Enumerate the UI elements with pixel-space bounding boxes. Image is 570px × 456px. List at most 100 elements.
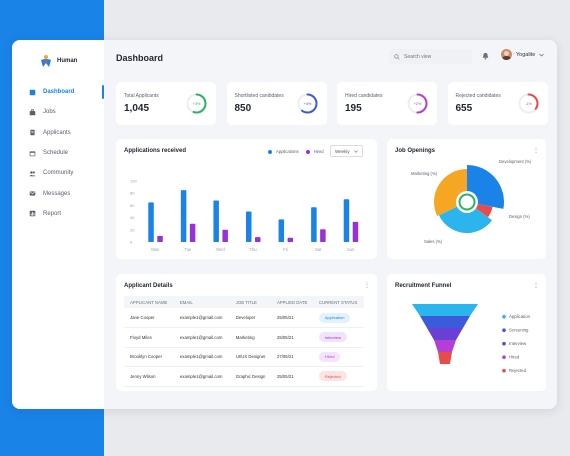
y-tick-label: 80 xyxy=(130,191,135,196)
status-badge[interactable]: Application xyxy=(318,312,351,323)
column-header[interactable]: APPLIED DATE xyxy=(270,296,313,308)
donut-slice xyxy=(467,165,504,209)
status-badge[interactable]: Interview xyxy=(318,332,347,343)
funnel-legend-label: Hired xyxy=(509,355,520,360)
column-header[interactable]: JOB TITLE xyxy=(229,296,271,308)
period-select-value: Weekly xyxy=(335,148,350,154)
bar-applications xyxy=(213,200,219,242)
sidebar-item-dashboard[interactable]: Dashboard xyxy=(12,82,104,102)
applicant-name: Floyd Miles xyxy=(124,327,174,348)
ring-progress xyxy=(407,93,428,114)
period-select[interactable]: Weekly xyxy=(330,145,363,157)
table-header-row: APPLICANT NAME EMAIL JOB TITLE APPLIED DATE… xyxy=(124,296,364,308)
stat-value: 655 xyxy=(455,103,473,114)
table-row[interactable]: Brooklyn Cooper example1@gmail.com UI/UX D… xyxy=(124,347,364,367)
search-box[interactable] xyxy=(389,49,472,64)
bar-applications xyxy=(311,207,317,242)
funnel-stage xyxy=(434,340,456,352)
applications-title: Applications received xyxy=(124,148,187,154)
applicant-job-title: UI/UX Designer xyxy=(229,347,271,367)
more-icon[interactable]: ⋮ xyxy=(364,283,370,289)
search-icon xyxy=(394,53,400,60)
stat-card: Hired candidates 195 +2% xyxy=(337,82,437,125)
job-openings-donut-chart: Development (%) Design (%) Sales (%) Market… xyxy=(411,159,532,244)
avatar xyxy=(501,49,512,60)
applicant-name: Jane Cooper xyxy=(124,308,174,328)
more-icon[interactable]: ⋮ xyxy=(533,283,539,289)
stat-card: Shortlisted candidates 850 +4% xyxy=(226,82,327,125)
dashboard-window: Human Dashboard Jobs Applicants Schedule Com… xyxy=(12,40,557,409)
column-header[interactable]: CURRENT STATUS xyxy=(312,296,364,308)
donut-label: Design (%) xyxy=(509,214,530,219)
stat-progress-ring: -1% xyxy=(518,93,538,114)
stat-progress-ring: +4% xyxy=(297,93,317,114)
more-icon[interactable]: ⋮ xyxy=(533,148,539,154)
sidebar-item-label: Jobs xyxy=(43,109,56,116)
calendar-icon xyxy=(29,150,36,156)
funnel-legend-label: Screening xyxy=(509,328,529,333)
table-row[interactable]: Floyd Miles example1@gmail.com Marketing 25… xyxy=(124,327,364,348)
legend-dot-applications xyxy=(268,149,272,154)
applicant-email: example1@gmail.com xyxy=(173,366,230,387)
applicant-status-cell: Hired xyxy=(312,347,364,367)
stat-badge: +2% xyxy=(414,102,422,106)
x-tick-label: Mon xyxy=(151,247,160,252)
applicant-email: example1@gmail.com xyxy=(173,308,230,328)
sidebar-item-label: Report xyxy=(43,210,62,217)
applicant-name: Jenny Wilson xyxy=(124,366,174,387)
brand-name: Human xyxy=(57,58,78,64)
sidebar: Human Dashboard Jobs Applicants Schedule Com… xyxy=(12,40,104,409)
applicant-date: 25/05/21 xyxy=(270,308,313,328)
sidebar-item-jobs[interactable]: Jobs xyxy=(12,102,104,122)
applicant-date: 25/05/21 xyxy=(270,327,313,348)
mail-icon xyxy=(29,191,36,196)
bell-icon[interactable] xyxy=(482,52,489,60)
applicant-status-cell: Rejected xyxy=(312,366,364,387)
bar-applications xyxy=(180,190,187,242)
y-tick-label: 40 xyxy=(130,215,135,220)
x-tick-label: Fri xyxy=(283,247,288,252)
user-menu[interactable]: Yogalite xyxy=(501,49,545,60)
sidebar-item-applicants[interactable]: Applicants xyxy=(12,123,104,143)
clipboard-icon xyxy=(30,129,35,136)
brand-logo[interactable]: Human xyxy=(39,54,77,68)
applicant-email: example1@gmail.com xyxy=(173,327,230,348)
page-title: Dashboard xyxy=(116,53,164,63)
stat-value: 1,045 xyxy=(124,103,150,114)
recruitment-funnel-card: Recruitment Funnel ⋮ Application Screenin… xyxy=(387,274,546,391)
job-openings-title: Job Openings xyxy=(395,148,436,154)
search-input[interactable] xyxy=(404,53,469,60)
sidebar-item-schedule[interactable]: Schedule xyxy=(12,143,104,163)
sidebar-item-label: Applicants xyxy=(43,129,71,136)
applicant-details-title: Applicant Details xyxy=(124,283,173,289)
applicant-job-title: Graphic Design xyxy=(229,366,271,387)
applications-legend: Applications Hired xyxy=(268,149,324,154)
status-badge[interactable]: Hired xyxy=(318,351,341,362)
funnel-stage xyxy=(412,304,478,316)
sidebar-item-messages[interactable]: Messages xyxy=(12,183,104,203)
status-badge[interactable]: Rejected xyxy=(318,371,347,382)
table-row[interactable]: Jane Cooper example1@gmail.com Developer 25… xyxy=(124,308,364,328)
stat-label: Hired candidates xyxy=(345,93,383,99)
column-header[interactable]: EMAIL xyxy=(173,296,230,308)
applicant-status-cell: Application xyxy=(312,308,364,328)
table-row[interactable]: Jenny Wilson example1@gmail.com Graphic De… xyxy=(124,366,364,387)
home-icon xyxy=(29,89,36,95)
funnel-legend-dot xyxy=(502,355,506,359)
y-tick-label: 100 xyxy=(130,179,137,184)
x-tick-label: Sat xyxy=(315,247,322,252)
funnel-legend-dot xyxy=(502,314,506,319)
bar-hired xyxy=(255,237,261,242)
applications-card: Applications received Applications Hired… xyxy=(116,139,377,259)
chevron-down-icon xyxy=(354,150,358,153)
column-header[interactable]: APPLICANT NAME xyxy=(124,296,174,308)
applicant-email: example1@gmail.com xyxy=(173,347,230,367)
applicant-details-card: Applicant Details ⋮ APPLICANT NAME EMAIL J… xyxy=(116,274,377,391)
funnel-legend-label: Rejected xyxy=(509,368,527,373)
bar-hired xyxy=(287,237,294,242)
sidebar-item-report[interactable]: Report xyxy=(12,204,104,224)
sidebar-item-community[interactable]: Community xyxy=(12,163,104,183)
donut-center-ring xyxy=(458,193,476,211)
y-tick-label: 60 xyxy=(130,203,135,208)
bar-hired xyxy=(157,235,163,242)
